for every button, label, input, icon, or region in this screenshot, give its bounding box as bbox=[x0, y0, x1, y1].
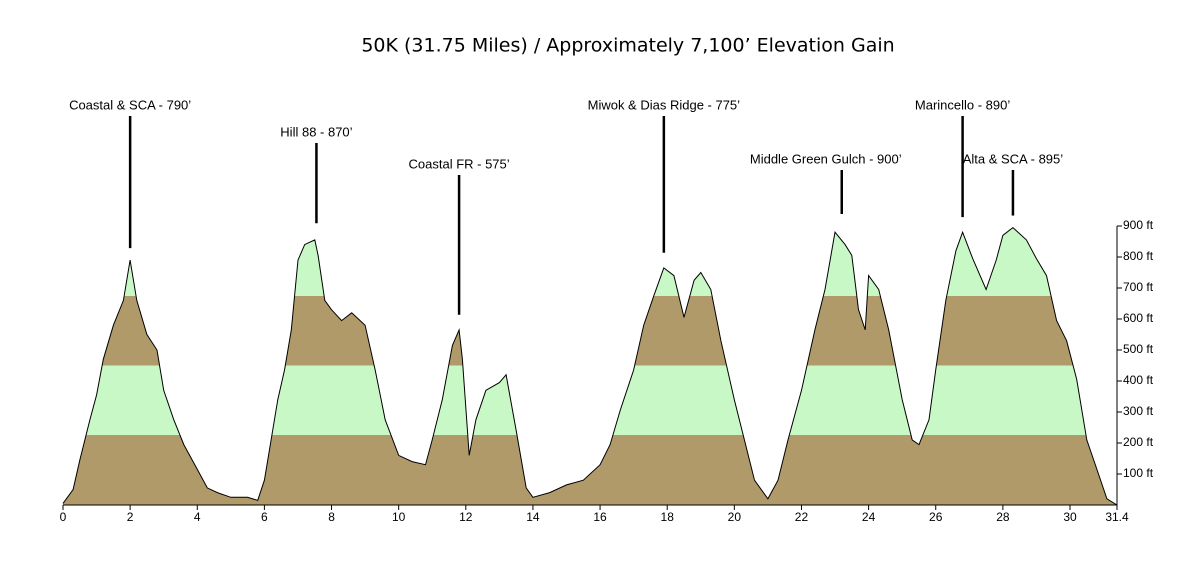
x-tick-label: 8 bbox=[328, 510, 335, 524]
x-tick-label: 20 bbox=[728, 510, 742, 524]
y-tick-label: 400 ft bbox=[1123, 373, 1154, 387]
x-tick-label: 6 bbox=[261, 510, 268, 524]
x-tick-label: 30 bbox=[1063, 510, 1077, 524]
y-tick-label: 100 ft bbox=[1123, 466, 1154, 480]
x-tick-label: 26 bbox=[929, 510, 943, 524]
x-tick-label: 31.4 bbox=[1105, 510, 1129, 524]
y-tick-label: 800 ft bbox=[1123, 249, 1154, 263]
x-tick-label: 16 bbox=[593, 510, 607, 524]
x-tick-label: 22 bbox=[795, 510, 809, 524]
annotation-label: Middle Green Gulch - 900’ bbox=[750, 151, 902, 166]
x-tick-label: 0 bbox=[60, 510, 67, 524]
y-tick-label: 700 ft bbox=[1123, 280, 1154, 294]
y-tick-label: 600 ft bbox=[1123, 311, 1154, 325]
x-tick-label: 2 bbox=[127, 510, 134, 524]
elevation-area bbox=[63, 227, 1117, 505]
x-tick-label: 12 bbox=[459, 510, 473, 524]
annotation-label: Coastal FR - 575’ bbox=[409, 156, 510, 171]
y-tick-label: 900 ft bbox=[1123, 218, 1154, 232]
annotation-label: Marincello - 890’ bbox=[915, 97, 1010, 112]
chart-title: 50K (31.75 Miles) / Approximately 7,100’… bbox=[361, 35, 894, 57]
elevation-line bbox=[62, 226, 1118, 506]
x-tick-label: 28 bbox=[996, 510, 1010, 524]
x-tick-label: 4 bbox=[194, 510, 201, 524]
annotation-label: Coastal & SCA - 790’ bbox=[69, 97, 191, 112]
annotation-label: Hill 88 - 870’ bbox=[280, 124, 352, 139]
y-tick-label: 200 ft bbox=[1123, 435, 1154, 449]
annotation-label: Alta & SCA - 895’ bbox=[963, 151, 1064, 166]
x-tick-label: 14 bbox=[526, 510, 540, 524]
annotation-label: Miwok & Dias Ridge - 775’ bbox=[588, 97, 741, 112]
x-tick-label: 10 bbox=[392, 510, 406, 524]
y-tick-label: 300 ft bbox=[1123, 404, 1154, 418]
x-tick-label: 18 bbox=[661, 510, 675, 524]
y-tick-label: 500 ft bbox=[1123, 342, 1154, 356]
x-tick-label: 24 bbox=[862, 510, 876, 524]
